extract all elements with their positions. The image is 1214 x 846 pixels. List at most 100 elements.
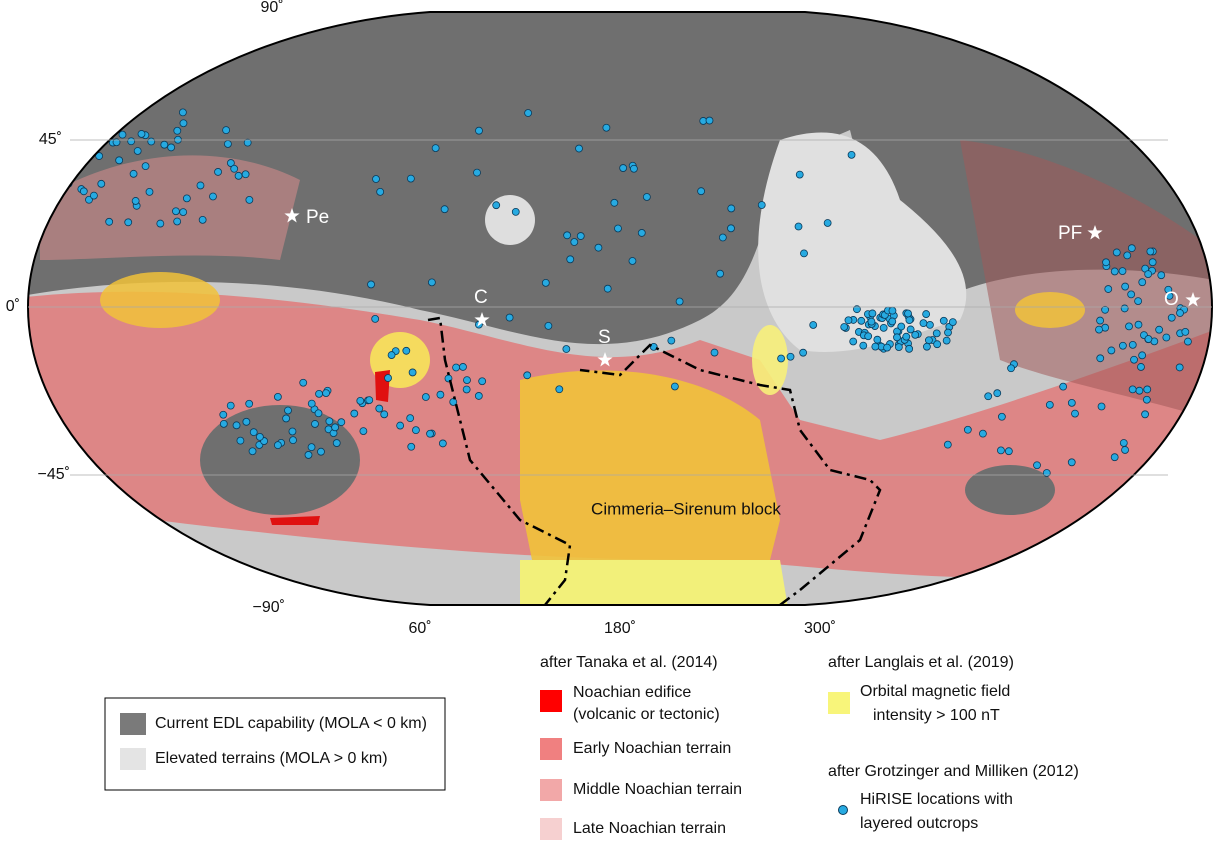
hirise-dot bbox=[853, 305, 861, 314]
hirise-dot bbox=[117, 113, 126, 122]
hirise-dot bbox=[570, 238, 579, 246]
hirise-dot bbox=[462, 385, 471, 394]
hirise-dot bbox=[371, 314, 380, 323]
hirise-dot bbox=[904, 309, 912, 318]
lat-label: 45˚ bbox=[39, 131, 62, 148]
hirise-dot bbox=[196, 181, 205, 190]
hirise-dot bbox=[112, 138, 121, 147]
hirise-dot bbox=[1146, 247, 1155, 256]
hirise-dot bbox=[555, 385, 564, 394]
hirise-dot bbox=[167, 143, 176, 152]
hirise-dot bbox=[939, 316, 948, 325]
hirise-dot bbox=[614, 224, 622, 233]
hirise-dot bbox=[902, 332, 911, 341]
hirise-dot bbox=[716, 269, 725, 278]
hirise-dot bbox=[1127, 290, 1136, 299]
hirise-dot bbox=[1042, 469, 1051, 477]
legend-title: after Tanaka et al. (2014) bbox=[540, 654, 718, 671]
hirise-dot bbox=[475, 126, 483, 135]
hirise-dot bbox=[209, 192, 217, 201]
hirise-dot bbox=[1157, 271, 1166, 280]
hirise-dot bbox=[365, 396, 374, 405]
hirise-dot bbox=[226, 401, 235, 410]
legend-text: Current EDL capability (MOLA < 0 km) bbox=[155, 715, 427, 732]
hirise-dot bbox=[847, 150, 856, 159]
legend-title: after Grotzinger and Milliken (2012) bbox=[828, 763, 1079, 780]
hirise-dot bbox=[407, 442, 416, 451]
hirise-dot bbox=[879, 323, 888, 332]
hirise-dot bbox=[412, 426, 420, 435]
hirise-dot bbox=[894, 343, 903, 352]
hirise-dot bbox=[849, 337, 858, 346]
hirise-dot bbox=[117, 113, 125, 122]
hirise-dot bbox=[1135, 386, 1144, 395]
site-label: O bbox=[1164, 289, 1179, 310]
hirise-dot bbox=[376, 187, 385, 196]
hirise-dot bbox=[1143, 385, 1152, 394]
hirise-dot bbox=[997, 446, 1005, 455]
hirise-dot bbox=[436, 390, 445, 399]
hirise-dot bbox=[473, 168, 481, 177]
hirise-dot bbox=[1181, 327, 1190, 336]
lon-label: 60˚ bbox=[408, 620, 431, 637]
hirise-dot bbox=[923, 342, 931, 351]
hirise-dot bbox=[670, 382, 679, 391]
hirise-dot bbox=[610, 198, 619, 207]
hirise-dot bbox=[637, 229, 646, 237]
hirise-dot bbox=[1148, 258, 1157, 267]
hirise-dot bbox=[44, 194, 53, 203]
hirise-dot bbox=[523, 371, 532, 380]
hirise-dot bbox=[1138, 351, 1147, 360]
legend-text: HiRISE locations with bbox=[860, 791, 1013, 808]
hirise-dot bbox=[505, 313, 514, 322]
hirise-dot bbox=[129, 169, 138, 178]
hirise-dot bbox=[867, 317, 876, 326]
hirise-dot bbox=[993, 389, 1002, 398]
hirise-dot bbox=[943, 440, 952, 449]
swatch bbox=[540, 818, 562, 840]
hirise-dot bbox=[1118, 267, 1127, 276]
hirise-dot bbox=[1176, 309, 1184, 317]
hirise-dot bbox=[408, 368, 417, 377]
hirise-dot bbox=[1007, 364, 1015, 373]
hirise-dot bbox=[396, 421, 405, 430]
hirise-dot bbox=[219, 410, 228, 419]
hirise-dot bbox=[1095, 325, 1103, 334]
hirise-dot bbox=[307, 399, 316, 408]
hirise-dot bbox=[426, 429, 434, 438]
hirise-dot bbox=[282, 414, 291, 423]
hirise-dot bbox=[1134, 297, 1143, 306]
hirise-dot bbox=[1067, 458, 1076, 467]
map-frame bbox=[26, 11, 1214, 606]
magnetic-field bbox=[752, 325, 788, 395]
hirise-dot bbox=[43, 181, 51, 190]
noachian-east bbox=[960, 140, 1212, 420]
hirise-dot bbox=[873, 335, 882, 344]
legend-text: Orbital magnetic field bbox=[860, 683, 1010, 700]
hirise-dot bbox=[406, 414, 415, 423]
swatch bbox=[828, 692, 850, 714]
hirise-dot bbox=[1167, 313, 1176, 322]
legend-title: after Langlais et al. (2019) bbox=[828, 654, 1014, 671]
hirise-dot bbox=[1110, 267, 1119, 276]
hirise-dot bbox=[431, 144, 440, 153]
magnetic-field bbox=[100, 272, 220, 328]
hirise-dot bbox=[844, 316, 853, 325]
hirise-dot bbox=[799, 348, 808, 357]
hirise-dot bbox=[786, 352, 795, 361]
hirise-dot bbox=[562, 345, 571, 353]
legend-text: Middle Noachian terrain bbox=[573, 781, 742, 798]
hirise-dot bbox=[710, 348, 719, 357]
hirise-dot bbox=[1162, 333, 1171, 342]
hirise-dot bbox=[1141, 410, 1149, 419]
hirise-dot bbox=[359, 427, 368, 435]
lat-label: −45˚ bbox=[38, 466, 70, 483]
hirise-dot bbox=[1096, 316, 1105, 325]
magnetic-south bbox=[520, 560, 790, 605]
hirise-dot bbox=[232, 421, 241, 430]
hirise-dot bbox=[1107, 346, 1116, 355]
hirise-dot bbox=[236, 436, 245, 445]
hirise-dot bbox=[182, 194, 191, 203]
hirise-dot bbox=[649, 342, 658, 351]
lon-label: 300˚ bbox=[804, 620, 836, 637]
